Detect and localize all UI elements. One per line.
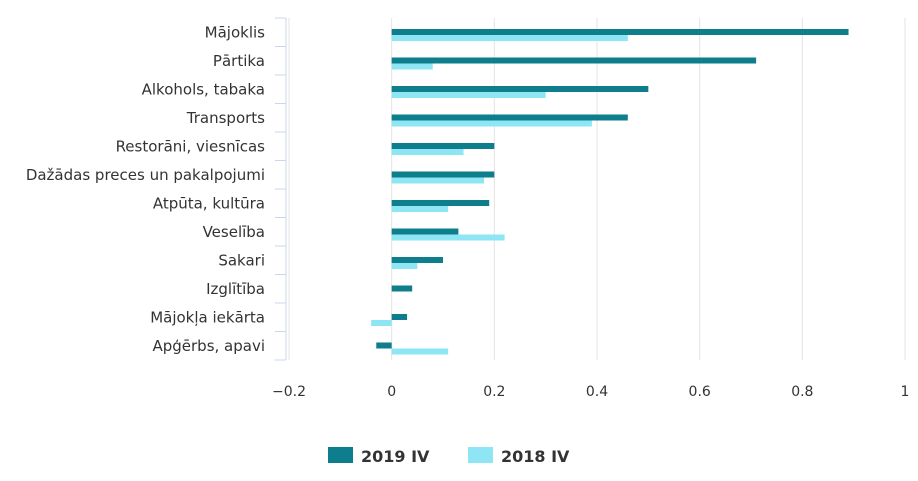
x-tick-label: 0.4 bbox=[586, 384, 608, 400]
legend: 2019 IV 2018 IV bbox=[328, 447, 570, 466]
bar-series2 bbox=[391, 35, 628, 41]
category-label: Restorāni, viesnīcas bbox=[116, 137, 266, 155]
bar-series2 bbox=[391, 149, 464, 155]
x-tick-label: 0.2 bbox=[483, 384, 505, 400]
bar-series1 bbox=[391, 29, 849, 35]
category-label: Sakari bbox=[218, 251, 265, 269]
bar-series2 bbox=[391, 206, 449, 212]
bar-series1 bbox=[391, 171, 495, 178]
bar-series2 bbox=[391, 92, 546, 98]
category-label: Pārtika bbox=[213, 52, 265, 70]
bar-series2 bbox=[391, 234, 505, 241]
legend-swatch[interactable] bbox=[468, 447, 493, 463]
bar-series1 bbox=[391, 143, 495, 149]
x-tick-label: 1 bbox=[901, 384, 910, 400]
legend-label[interactable]: 2018 IV bbox=[501, 447, 570, 466]
bar-series1 bbox=[391, 86, 649, 92]
bar-series2 bbox=[371, 320, 392, 326]
category-label: Mājokļa iekārta bbox=[150, 308, 265, 326]
legend-label[interactable]: 2019 IV bbox=[361, 447, 430, 466]
bar-series1 bbox=[391, 257, 443, 263]
category-label: Dažādas preces un pakalpojumi bbox=[26, 166, 265, 184]
category-label: Apģērbs, apavi bbox=[152, 337, 265, 355]
x-tick-label: −0.2 bbox=[272, 384, 306, 400]
x-tick-label: 0 bbox=[387, 384, 396, 400]
grid-lines bbox=[288, 18, 906, 360]
category-label: Alkohols, tabaka bbox=[142, 80, 265, 98]
bar-series2 bbox=[391, 177, 485, 184]
bar-series1 bbox=[391, 57, 757, 64]
category-label: Izglītība bbox=[206, 280, 265, 298]
category-label: Veselība bbox=[203, 223, 265, 241]
bar-series1 bbox=[391, 114, 628, 121]
bars bbox=[371, 29, 849, 355]
category-label: Atpūta, kultūra bbox=[153, 194, 265, 212]
bar-series2 bbox=[391, 63, 433, 70]
x-tick-label: 0.6 bbox=[689, 384, 711, 400]
x-tick-label: 0.8 bbox=[791, 384, 813, 400]
legend-swatch[interactable] bbox=[328, 447, 353, 463]
bar-series2 bbox=[391, 348, 449, 355]
bar-series1 bbox=[391, 200, 490, 206]
bar-series2 bbox=[391, 120, 592, 127]
bar-series1 bbox=[391, 314, 408, 320]
bar-series1 bbox=[391, 285, 413, 292]
bar-series1 bbox=[391, 228, 459, 235]
bar-series1 bbox=[376, 342, 392, 349]
bar-series2 bbox=[391, 263, 418, 269]
value-axis-labels: −0.2 0 0.2 0.4 0.6 0.8 1 bbox=[272, 384, 909, 400]
category-label: Transports bbox=[186, 109, 265, 127]
category-label: Mājoklis bbox=[205, 23, 266, 41]
category-axis: Mājoklis Pārtika Alkohols, tabaka Transport… bbox=[26, 17, 287, 361]
